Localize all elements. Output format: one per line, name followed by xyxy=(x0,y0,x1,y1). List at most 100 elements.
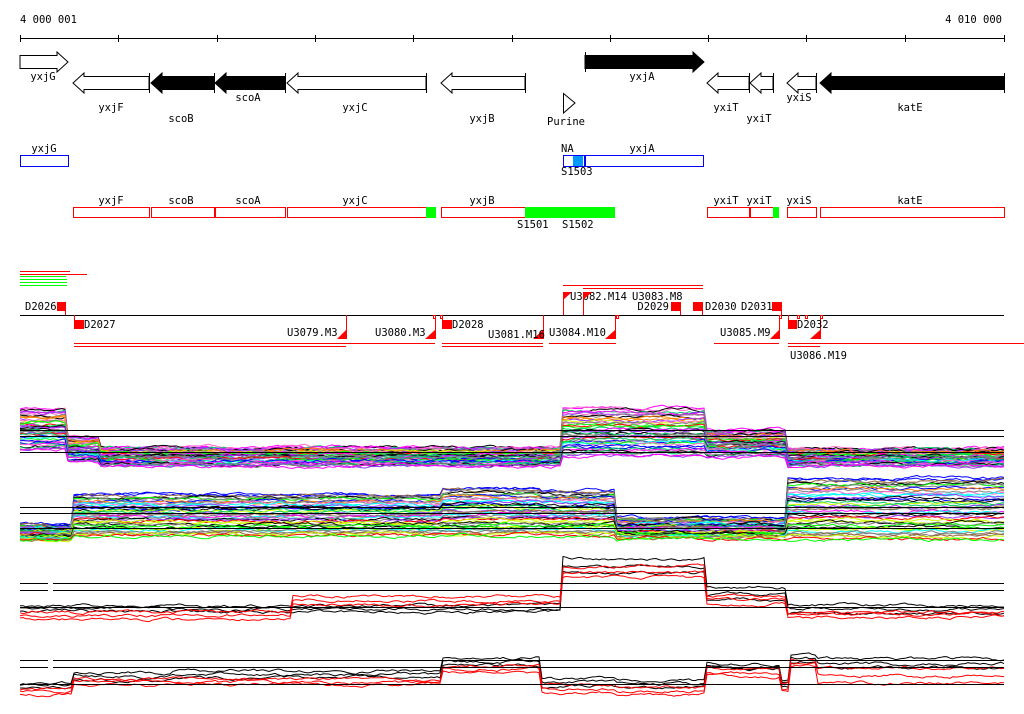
feature-label: U3081.M16 xyxy=(488,329,545,341)
site-label-S1501: S1501 xyxy=(517,219,549,231)
gene-yxiS[interactable]: yxiS xyxy=(786,71,817,104)
transcript-feature-D2026[interactable]: D2026 xyxy=(25,301,66,315)
expression-panel-3 xyxy=(19,555,1005,623)
ruler-ticks xyxy=(20,35,1005,42)
gene-arrow-icon xyxy=(19,50,69,74)
profile-trace xyxy=(19,441,1005,467)
blue-box-yxjG[interactable] xyxy=(20,155,69,167)
gene-label: yxjA xyxy=(629,71,655,83)
gene-label: yxiT xyxy=(746,113,772,125)
gene-track: yxjG yxjF scoB scoA yxjC yxjB yxjA yxiT yxiT yxiS… xyxy=(19,50,1005,125)
feature-marker xyxy=(583,292,592,300)
feature-label: U3084.M10 xyxy=(549,327,606,339)
feature-label: D2028 xyxy=(452,319,484,331)
blue-annotation-track: yxjG NA yxjA S1503 xyxy=(20,143,704,178)
terminator-label: Purine xyxy=(547,116,585,128)
profile-trace xyxy=(19,661,1005,694)
feature-marker xyxy=(74,320,84,329)
transcript-feature-U3081.M16[interactable]: U3081.M16 xyxy=(488,315,545,341)
feature-tick-box xyxy=(805,315,808,319)
transcript-feature-U3082.M14[interactable]: U3082.M14 xyxy=(563,291,627,315)
profile-trace xyxy=(19,515,1005,537)
red-box-yxiT[interactable] xyxy=(707,207,750,218)
gene-label: yxiT xyxy=(713,102,739,114)
gene-yxjC[interactable]: yxjC xyxy=(286,71,427,114)
blue-site-fill xyxy=(573,156,583,166)
red-box-yxjF[interactable] xyxy=(73,207,150,218)
gene-yxjA[interactable]: yxjA xyxy=(584,50,705,83)
gene-scoB[interactable]: scoB xyxy=(150,71,215,125)
transcript-feature-U3083.M8[interactable]: U3083.M8 xyxy=(583,291,683,315)
red-box-label: yxjC xyxy=(342,195,367,207)
gene-yxiT[interactable]: yxiT xyxy=(746,71,774,125)
gene-yxjB[interactable]: yxjB xyxy=(440,71,526,125)
transcript-feature-D2032[interactable]: D2032 xyxy=(788,315,829,331)
feature-marker xyxy=(425,330,435,339)
transcript-feature-D2031[interactable]: D2031 xyxy=(741,301,782,315)
red-box-label: yxiS xyxy=(786,195,811,207)
profile-trace xyxy=(19,514,1005,537)
transcript-feature-D2028[interactable]: D2028 xyxy=(442,315,484,331)
feature-label: U3079.M3 xyxy=(287,327,338,339)
gene-arrow-icon xyxy=(440,71,526,95)
red-box-scoB[interactable] xyxy=(151,207,215,218)
red-box-katE[interactable] xyxy=(820,207,1005,218)
blue-label-NA: NA xyxy=(561,143,574,155)
feature-marker xyxy=(57,302,66,311)
gene-arrow-icon xyxy=(706,71,750,95)
transcript-feature-U3080.M3[interactable]: U3080.M3 xyxy=(375,315,436,339)
gene-yxjG[interactable]: yxjG xyxy=(19,50,69,83)
profile-trace xyxy=(19,532,1005,543)
feature-label: D2030 xyxy=(705,301,737,313)
site-label-S1502: S1502 xyxy=(562,219,594,231)
transcript-feature-U3079.M3[interactable]: U3079.M3 xyxy=(287,315,347,339)
transcript-feature-U3086.M19[interactable]: U3086.M19 xyxy=(790,315,847,362)
gene-arrow-icon xyxy=(214,71,286,95)
gene-arrow-icon xyxy=(72,71,150,95)
profile-trace xyxy=(19,530,1005,542)
feature-tick-box xyxy=(616,315,619,319)
feature-label: U3080.M3 xyxy=(375,327,426,339)
feature-label: U3086.M19 xyxy=(790,350,847,362)
gene-yxjF[interactable]: yxjF xyxy=(72,71,150,114)
red-box-yxjC[interactable] xyxy=(287,207,427,218)
transcript-feature-U3085.M9[interactable]: U3085.M9 xyxy=(720,315,780,339)
gene-scoA[interactable]: scoA xyxy=(214,71,286,104)
profile-trace xyxy=(19,483,1004,528)
red-box-scoA[interactable] xyxy=(215,207,286,218)
green-site-block xyxy=(773,207,779,218)
gene-katE[interactable]: katE xyxy=(819,71,1005,114)
transcript-feature-D2027[interactable]: D2027 xyxy=(74,315,116,331)
profile-trace xyxy=(19,563,1005,616)
transcript-feature-U3084.M10[interactable]: U3084.M10 xyxy=(549,315,616,339)
profile-trace xyxy=(19,521,1005,538)
gene-arrow-icon xyxy=(150,71,215,95)
gene-label: scoB xyxy=(168,113,193,125)
profile-trace xyxy=(19,422,1005,458)
site-label-S1503: S1503 xyxy=(561,166,593,178)
profile-trace xyxy=(19,509,1005,536)
profile-trace xyxy=(19,404,1005,452)
red-box-label: yxiT xyxy=(713,195,739,207)
gene-yxiT[interactable]: yxiT xyxy=(706,71,750,114)
profile-trace xyxy=(19,574,1005,623)
transcript-feature-D2030[interactable]: D2030 xyxy=(693,301,737,315)
green-site-block xyxy=(525,207,615,218)
terminator-purine[interactable]: Purine xyxy=(547,92,585,129)
feature-label: U3085.M9 xyxy=(720,327,771,339)
feature-label: D2029 xyxy=(637,301,669,313)
blue-box-NA[interactable] xyxy=(563,155,585,167)
expression-panel-1 xyxy=(19,404,1005,470)
red-box-yxiS[interactable] xyxy=(787,207,817,218)
red-box-label: scoA xyxy=(235,195,261,207)
red-box-yxjB[interactable] xyxy=(441,207,526,218)
blue-box-yxjA[interactable] xyxy=(585,155,704,167)
red-box-label: yxjF xyxy=(98,195,123,207)
transcript-feature-D2029[interactable]: D2029 xyxy=(637,301,681,315)
feature-marker xyxy=(563,292,572,300)
red-box-label: katE xyxy=(897,195,922,207)
expression-panel-4 xyxy=(19,652,1005,698)
red-box-yxiT[interactable] xyxy=(750,207,774,218)
feature-marker xyxy=(788,320,797,329)
red-box-label: yxiT xyxy=(746,195,772,207)
